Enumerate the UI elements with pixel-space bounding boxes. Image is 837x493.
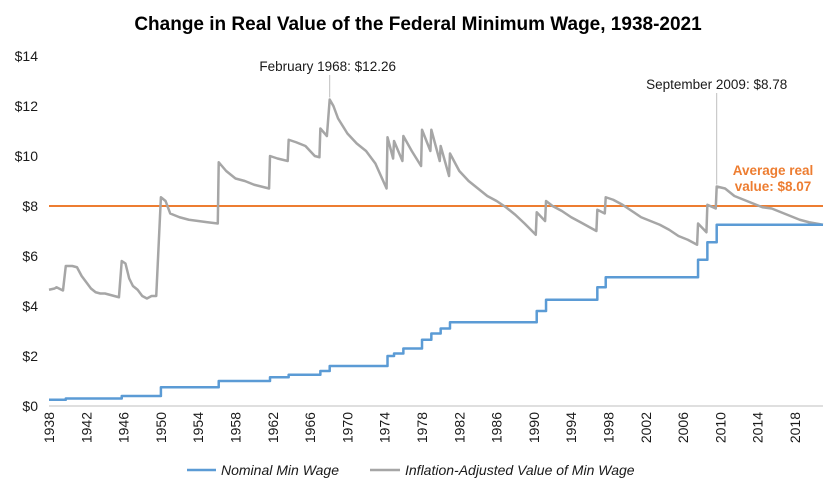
x-tick-label: 1974	[377, 412, 393, 443]
x-tick-label: 1946	[116, 412, 132, 443]
x-tick-label: 1966	[302, 412, 318, 443]
y-tick-label: $2	[22, 348, 38, 364]
x-tick-label: 1994	[563, 412, 579, 443]
x-tick-label: 1938	[41, 412, 57, 443]
x-tick-label: 1982	[451, 412, 467, 443]
x-tick-label: 2006	[675, 412, 691, 443]
x-tick-label: 2002	[638, 412, 654, 443]
series-layer	[48, 98, 824, 401]
legend-label-nominal: Nominal Min Wage	[221, 462, 339, 478]
y-tick-label: $8	[22, 198, 38, 214]
y-tick-label: $14	[15, 48, 39, 64]
y-tick-label: $4	[22, 298, 38, 314]
series-line-nominal	[49, 223, 823, 401]
x-tick-label: 1998	[601, 412, 617, 443]
annotation-layer: February 1968: $12.26 September 2009: $8.…	[259, 59, 787, 185]
x-tick-label: 1942	[78, 412, 94, 443]
chart-title: Change in Real Value of the Federal Mini…	[134, 14, 702, 35]
x-tick-label: 1986	[489, 412, 505, 443]
y-tick-label: $6	[22, 248, 38, 264]
series-line-inflation-adjusted	[48, 98, 824, 300]
x-tick-label: 1958	[228, 412, 244, 443]
legend: Nominal Min Wage Inflation-Adjusted Valu…	[187, 462, 635, 478]
average-label-line-2: value: $8.07	[735, 179, 812, 194]
x-tick-label: 2018	[787, 412, 803, 443]
legend-label-inflation-adjusted: Inflation-Adjusted Value of Min Wage	[405, 462, 635, 478]
y-tick-label: $10	[15, 148, 39, 164]
y-tick-label: $0	[22, 398, 38, 414]
x-tick-label: 1962	[265, 412, 281, 443]
x-tick-label: 1950	[153, 412, 169, 443]
x-tick-label: 1978	[414, 412, 430, 443]
x-tick-label: 1990	[526, 412, 542, 443]
y-tick-label: $12	[15, 98, 39, 114]
x-tick-label: 2010	[712, 412, 728, 443]
x-tick-label: 1970	[339, 412, 355, 443]
annotation-label: September 2009: $8.78	[646, 77, 787, 92]
x-tick-label: 1954	[190, 412, 206, 443]
average-label-line-1: Average real	[733, 163, 814, 178]
x-axis-ticks: 1938 1942 1946 1950 1954 1958 1962 1966 1970 1974…	[41, 412, 803, 443]
y-axis-ticks: $0 $2 $4 $6 $8 $10 $12 $14	[15, 48, 39, 414]
x-tick-label: 2014	[750, 412, 766, 443]
annotation-label: February 1968: $12.26	[259, 59, 396, 74]
